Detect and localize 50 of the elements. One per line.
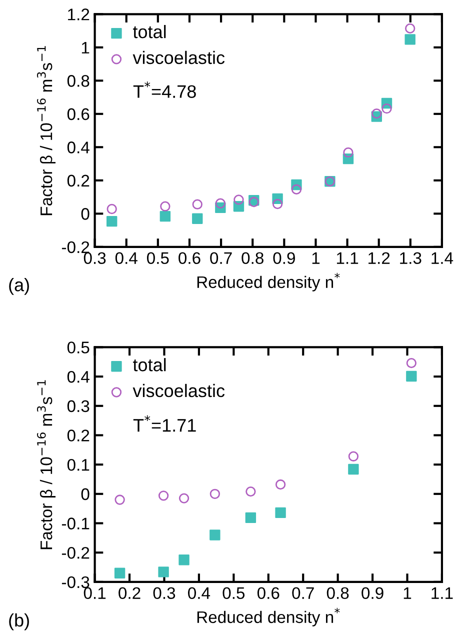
- y-axis-title: Factor β / 10$^{−16}$ m$^{3}$s$^{−1}$: [37, 46, 56, 216]
- legend-label: viscoelastic: [132, 50, 225, 64]
- y-tick-label: -0.3: [62, 576, 90, 588]
- x-tick-label: 0.7: [210, 252, 232, 264]
- x-axis-title: Reduced density n$^{*}$: [197, 272, 340, 292]
- x-tick-label: 0.9: [273, 252, 295, 264]
- x-tick-label: 0.5: [222, 587, 245, 600]
- x-tick-label: 1.4: [432, 252, 454, 264]
- x-tick-label: 0.7: [292, 587, 314, 600]
- y-tick-label: 0.4: [67, 370, 90, 383]
- x-tick-label: 0.6: [257, 587, 280, 600]
- y-tick-label: 0: [81, 208, 90, 220]
- y-tick-label: 0.5: [67, 342, 90, 354]
- x-tick-label: 0.2: [118, 587, 140, 600]
- y-tick-label: 0.3: [67, 400, 90, 412]
- x-tick-label: 0.3: [153, 587, 176, 600]
- annotation: T$^{*}$=1.71: [133, 415, 196, 432]
- legend-label: total: [132, 358, 166, 372]
- x-tick-label: 1.1: [432, 587, 453, 599]
- y-tick-label: 1.2: [68, 8, 90, 20]
- text: (b): [9, 613, 29, 630]
- y-tick-label: 1: [82, 42, 90, 54]
- x-tick-label: 0.6: [178, 252, 200, 264]
- legend-label: viscoelastic: [132, 384, 225, 398]
- y-tick-label: -0.1: [62, 518, 90, 530]
- y-tick-label: 0.1: [67, 458, 90, 471]
- text: (a): [9, 278, 29, 295]
- x-tick-label: 1: [404, 587, 412, 599]
- x-tick-label: 1.2: [368, 252, 390, 264]
- y-axis-title: Factor β / 10$^{−16}$ m$^{3}$s$^{−1}$: [37, 380, 56, 550]
- x-tick-label: 0.8: [326, 587, 349, 600]
- y-tick-label: 0.8: [67, 75, 90, 87]
- y-tick-label: 0.2: [67, 174, 90, 187]
- x-axis-title: Reduced density n$^{*}$: [197, 608, 340, 626]
- y-tick-label: 0.4: [67, 142, 90, 154]
- annotation: T$^{*}$=4.78: [133, 82, 196, 98]
- x-tick-label: 0.4: [115, 252, 138, 264]
- y-tick-label: -0.2: [62, 241, 90, 254]
- x-tick-label: 1: [312, 252, 320, 264]
- x-tick-label: 1.1: [336, 252, 358, 264]
- x-tick-label: 1.3: [400, 252, 422, 264]
- y-tick-label: 0.2: [67, 430, 90, 442]
- y-tick-label: 0.6: [67, 108, 90, 120]
- y-tick-label: -0.2: [62, 546, 90, 559]
- y-tick-label: 0: [81, 488, 90, 500]
- x-tick-label: 0.4: [188, 587, 210, 600]
- legend-label: total: [132, 24, 166, 38]
- x-tick-label: 0.9: [362, 587, 384, 600]
- x-tick-label: 0.8: [242, 252, 264, 264]
- x-tick-label: 0.5: [146, 252, 169, 264]
